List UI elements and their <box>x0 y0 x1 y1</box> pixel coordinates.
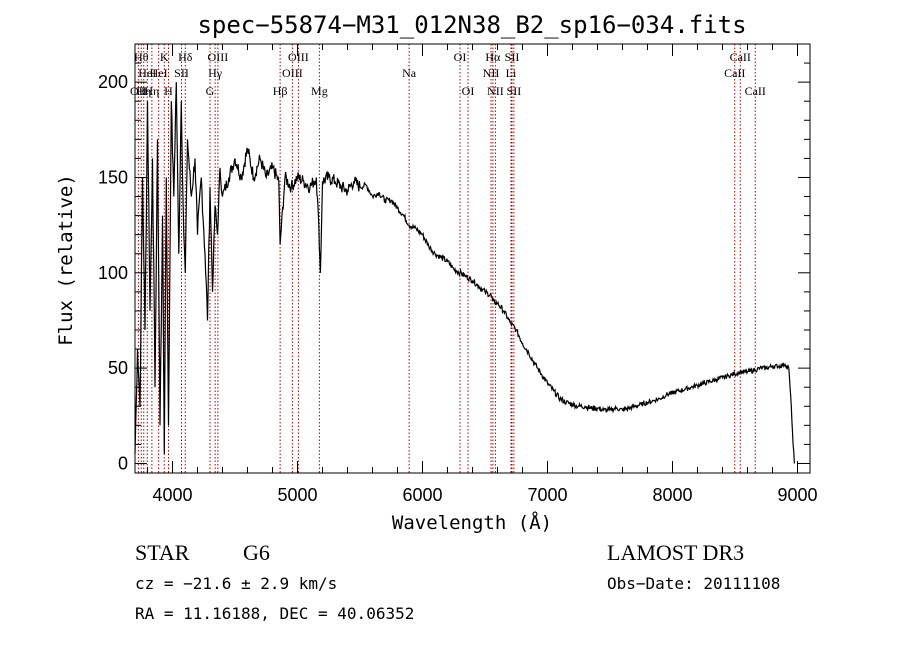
redshift-text: cz = −21.6 ± 2.9 km/s <box>135 574 337 593</box>
line-marker-label-16: Mg <box>311 84 328 98</box>
y-axis-ticks: 0 50 100 150 200 <box>98 62 810 473</box>
observation-date: Obs−Date: 20111108 <box>607 574 780 593</box>
chart-title: spec−55874−M31_012N38_B2_sp16−034.fits <box>197 11 746 39</box>
line-marker-label-10: G <box>206 84 215 98</box>
line-marker-label-27: CaII <box>730 50 751 64</box>
plot-frame <box>134 43 811 474</box>
line-marker-label-11: Hγ <box>208 66 223 80</box>
line-marker-label-8: SII <box>174 66 189 80</box>
x-tick-label-7000: 7000 <box>527 485 567 505</box>
line-marker-label-7: H <box>164 84 173 98</box>
line-marker-label-6: K <box>160 50 169 64</box>
line-marker-label-5: HeI <box>150 66 168 80</box>
line-marker-label-28: CaII <box>745 84 766 98</box>
line-marker-label-1: Hθ <box>134 50 149 64</box>
y-tick-label-150: 150 <box>98 167 128 187</box>
line-marker-layer <box>137 44 756 473</box>
line-marker-label-18: OI <box>454 50 467 64</box>
line-marker-labels: OIIHθHηHeIHηHeIKHSIIHδGHγOIIIHβOIIIOIIIM… <box>130 50 766 98</box>
x-axis-label: Wavelength (Å) <box>392 511 552 534</box>
line-marker-label-9: Hδ <box>178 50 193 64</box>
line-marker-label-17: Na <box>402 66 417 80</box>
y-tick-label-50: 50 <box>108 358 128 378</box>
line-marker-label-4: Hη <box>144 84 159 98</box>
y-tick-label-200: 200 <box>98 72 128 92</box>
line-marker-label-23: Li <box>506 66 517 80</box>
survey-name: LAMOST DR3 <box>607 540 744 565</box>
line-marker-label-0: OII <box>130 84 147 98</box>
line-marker-label-2: Hη <box>136 84 151 98</box>
line-marker-label-13: Hβ <box>273 84 288 98</box>
line-marker-label-15: OIII <box>288 50 309 64</box>
line-marker-label-12: OIII <box>208 50 229 64</box>
x-tick-label-8000: 8000 <box>652 485 692 505</box>
line-marker-label-26: CaII <box>724 66 745 80</box>
coordinates-text: RA = 11.16188, DEC = 40.06352 <box>135 604 414 623</box>
line-marker-label-20: NII <box>483 66 500 80</box>
line-marker-label-21: Hα <box>485 50 501 64</box>
line-marker-label-25: SII <box>507 84 522 98</box>
line-marker-label-22: NII <box>487 84 504 98</box>
spectrum-line <box>134 82 795 464</box>
x-tick-label-4000: 4000 <box>152 485 192 505</box>
object-subclass: G6 <box>243 540 270 565</box>
x-tick-label-6000: 6000 <box>402 485 442 505</box>
line-marker-label-19: OI <box>462 84 475 98</box>
line-marker-label-14: OIII <box>282 66 303 80</box>
x-axis-ticks: 4000 5000 6000 7000 8000 9000 <box>147 44 818 505</box>
x-tick-label-9000: 9000 <box>777 485 817 505</box>
y-tick-label-100: 100 <box>98 263 128 283</box>
y-axis-label: Flux (relative) <box>55 174 77 346</box>
line-marker-label-3: HeI <box>138 66 156 80</box>
y-tick-label-0: 0 <box>118 453 128 473</box>
x-tick-label-5000: 5000 <box>277 485 317 505</box>
object-class: STAR <box>135 540 190 565</box>
line-marker-label-24: SII <box>505 50 520 64</box>
